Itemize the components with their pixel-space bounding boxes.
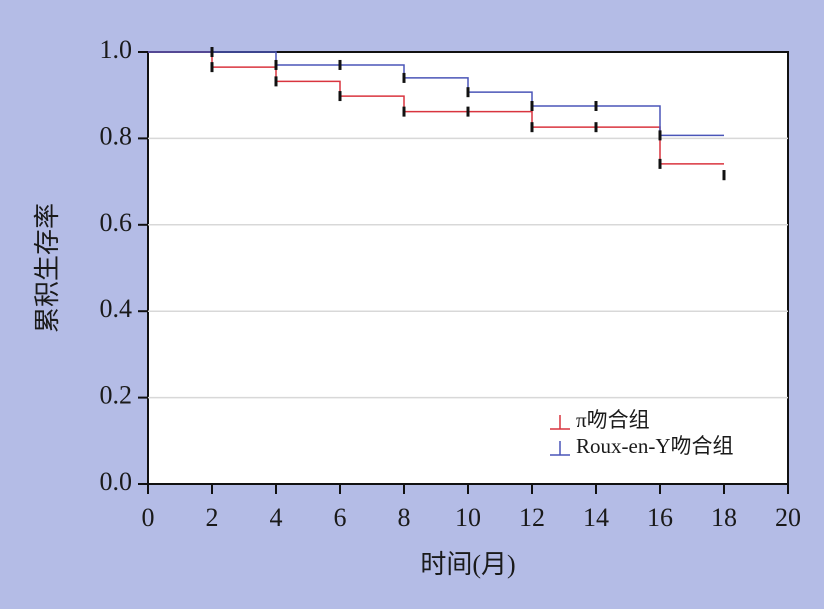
x-tick-label: 8 <box>398 503 411 532</box>
legend-label: π吻合组 <box>576 408 650 432</box>
y-tick-label: 0.2 <box>100 381 133 410</box>
x-tick-label: 2 <box>206 503 219 532</box>
plot-area <box>147 51 789 485</box>
x-tick-label: 0 <box>142 503 155 532</box>
legend-label: Roux-en-Y吻合组 <box>576 434 733 458</box>
x-tick-label: 10 <box>455 503 481 532</box>
x-tick-label: 12 <box>519 503 545 532</box>
x-tick-label: 16 <box>647 503 673 532</box>
x-tick-label: 14 <box>583 503 609 532</box>
x-tick-label: 4 <box>270 503 283 532</box>
y-tick-label: 0.0 <box>100 467 133 496</box>
x-tick-label: 20 <box>775 503 801 532</box>
x-tick-label: 18 <box>711 503 737 532</box>
survival-line <box>148 51 724 165</box>
legend-swatch <box>550 441 570 456</box>
x-axis-label: 时间(月) <box>420 550 515 579</box>
y-tick-label: 0.8 <box>100 121 133 150</box>
x-tick-label: 6 <box>334 503 347 532</box>
y-axis-label: 累积生存率 <box>33 203 62 333</box>
y-tick-label: 0.6 <box>100 208 133 237</box>
y-tick-label: 1.0 <box>100 35 133 64</box>
legend-swatch <box>550 415 570 430</box>
y-tick-label: 0.4 <box>100 294 133 323</box>
